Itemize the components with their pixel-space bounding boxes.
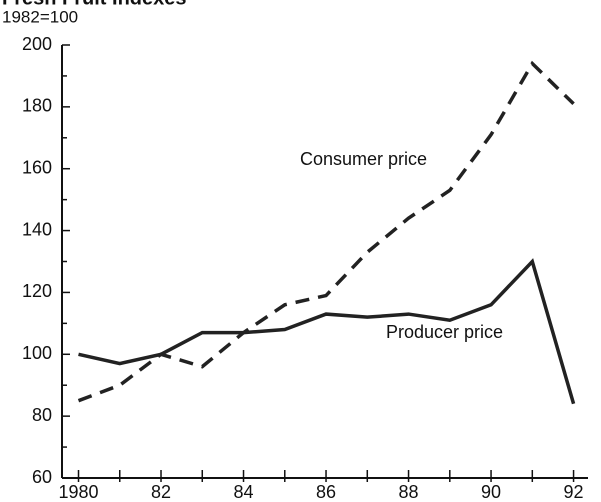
series-label: Consumer price bbox=[300, 149, 427, 169]
x-tick-label: 86 bbox=[316, 482, 336, 502]
x-tick-label: 88 bbox=[399, 482, 419, 502]
y-tick-label: 80 bbox=[32, 405, 52, 425]
y-tick-label: 100 bbox=[22, 343, 52, 363]
series-line bbox=[78, 258, 576, 405]
x-tick-label: 82 bbox=[151, 482, 171, 502]
x-tick-label: 84 bbox=[234, 482, 254, 502]
y-tick-label: 180 bbox=[22, 96, 52, 116]
x-tick-label: 90 bbox=[481, 482, 501, 502]
series-label: Producer price bbox=[386, 322, 503, 342]
x-tick-label: 92 bbox=[564, 482, 584, 502]
y-tick-label: 120 bbox=[22, 281, 52, 301]
chart-title: Fresh Fruit Indexes bbox=[2, 0, 187, 9]
series-line bbox=[77, 60, 575, 403]
y-tick-label: 60 bbox=[32, 467, 52, 487]
y-tick-label: 200 bbox=[22, 34, 52, 54]
y-tick-label: 160 bbox=[22, 157, 52, 177]
chart-subtitle: 1982=100 bbox=[2, 7, 78, 26]
y-tick-label: 140 bbox=[22, 219, 52, 239]
x-tick-label: 1980 bbox=[58, 482, 98, 502]
